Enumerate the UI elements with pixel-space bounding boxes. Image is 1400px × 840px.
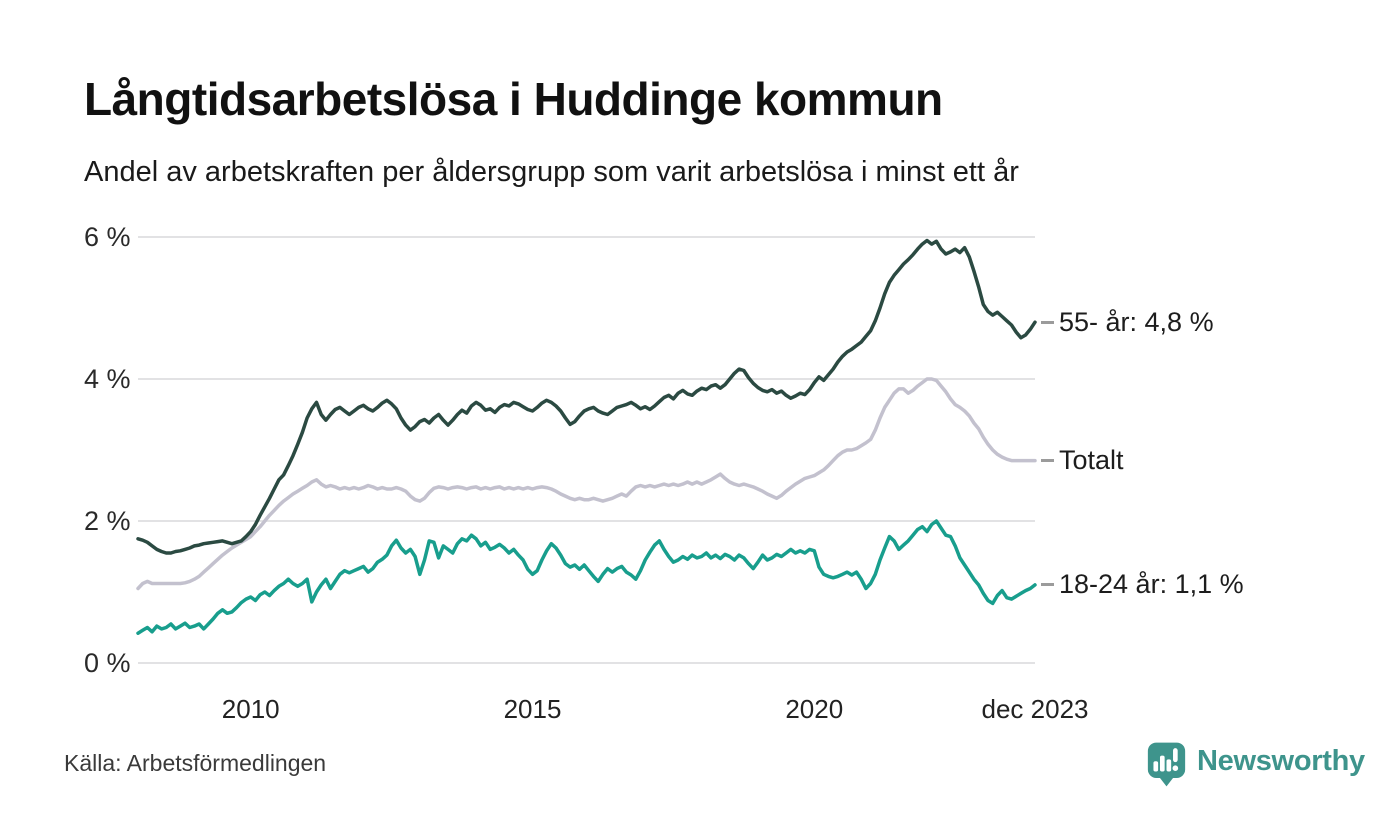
newsworthy-bubble-icon bbox=[1147, 742, 1186, 787]
series-end-label: Totalt bbox=[1041, 445, 1124, 477]
brand-logo: Newsworthy bbox=[1146, 740, 1365, 788]
series-end-label: 18-24 år: 1,1 % bbox=[1041, 569, 1244, 601]
tick-dash bbox=[1041, 583, 1054, 587]
y-axis-label: 2 % bbox=[84, 506, 131, 536]
page-title: Långtidsarbetslösa i Huddinge kommun bbox=[84, 73, 943, 125]
brand-name: Newsworthy bbox=[1197, 744, 1365, 777]
x-axis-label: 2015 bbox=[503, 694, 562, 724]
series-end-label-text: Totalt bbox=[1059, 445, 1124, 476]
y-axis-label: 4 % bbox=[84, 364, 131, 394]
y-axis-label: 6 % bbox=[84, 222, 131, 252]
series-line-55-r bbox=[136, 238, 1037, 555]
x-axis-label: 2010 bbox=[221, 694, 280, 724]
series-end-label-text: 18-24 år: 1,1 % bbox=[1059, 569, 1244, 600]
y-axis-label: 0 % bbox=[84, 648, 131, 678]
source-note: Källa: Arbetsförmedlingen bbox=[64, 750, 327, 776]
tick-dash bbox=[1041, 459, 1054, 463]
series-end-label-text: 55- år: 4,8 % bbox=[1059, 306, 1214, 337]
tick-dash bbox=[1041, 320, 1054, 324]
series-line-18-24-r bbox=[136, 519, 1037, 635]
series-line-totalt bbox=[136, 377, 1037, 591]
series-end-label: 55- år: 4,8 % bbox=[1041, 306, 1214, 338]
chart-subtitle: Andel av arbetskraften per åldersgrupp s… bbox=[84, 156, 1019, 188]
x-axis-label: 2020 bbox=[785, 694, 844, 724]
x-axis-label: dec 2023 bbox=[981, 694, 1089, 724]
